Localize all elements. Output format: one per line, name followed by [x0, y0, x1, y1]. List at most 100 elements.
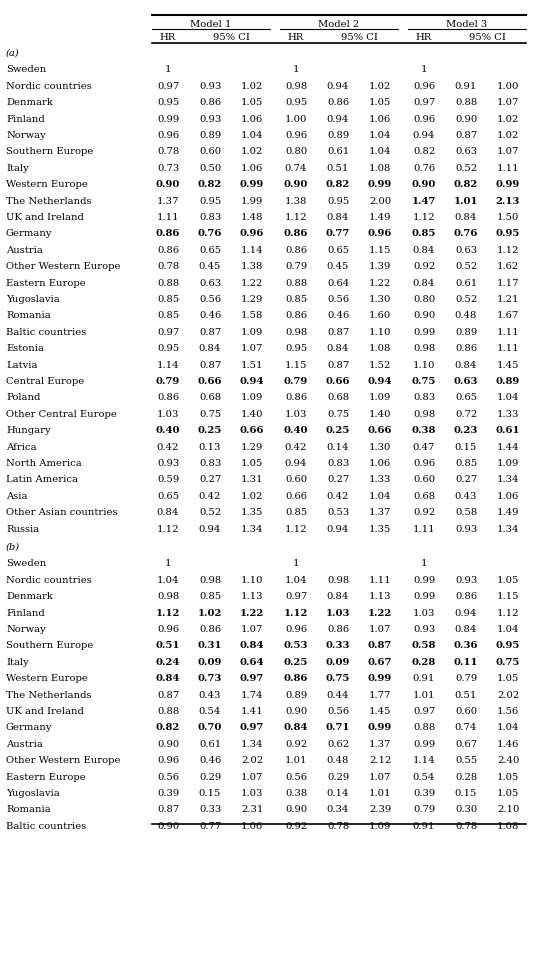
Text: 1.04: 1.04	[368, 491, 391, 501]
Text: 0.88: 0.88	[157, 278, 179, 288]
Text: 0.98: 0.98	[285, 328, 307, 337]
Text: 0.24: 0.24	[156, 658, 180, 667]
Text: 0.83: 0.83	[413, 393, 435, 403]
Text: Eastern Europe: Eastern Europe	[6, 278, 86, 288]
Text: 1.07: 1.07	[241, 344, 263, 353]
Text: 1.02: 1.02	[497, 131, 519, 140]
Text: 0.52: 0.52	[455, 262, 477, 271]
Text: 0.63: 0.63	[199, 278, 221, 288]
Text: 0.42: 0.42	[327, 491, 349, 501]
Text: 0.99: 0.99	[413, 576, 435, 585]
Text: Central Europe: Central Europe	[6, 377, 84, 386]
Text: 1.41: 1.41	[241, 707, 263, 716]
Text: 0.76: 0.76	[198, 230, 222, 238]
Text: 0.82: 0.82	[198, 180, 222, 189]
Text: 1.22: 1.22	[368, 608, 392, 618]
Text: 1.29: 1.29	[241, 295, 263, 304]
Text: 0.84: 0.84	[327, 344, 349, 353]
Text: 1.51: 1.51	[241, 361, 263, 370]
Text: 1.34: 1.34	[497, 524, 519, 533]
Text: Model 3: Model 3	[447, 20, 488, 29]
Text: Latvia: Latvia	[6, 361, 37, 370]
Text: 0.15: 0.15	[455, 789, 477, 798]
Text: 1.14: 1.14	[157, 361, 179, 370]
Text: 0.52: 0.52	[455, 295, 477, 304]
Text: 0.94: 0.94	[413, 131, 435, 140]
Text: 1.29: 1.29	[241, 443, 263, 451]
Text: 1.01: 1.01	[285, 756, 307, 765]
Text: 0.87: 0.87	[157, 806, 179, 814]
Text: 0.84: 0.84	[199, 344, 221, 353]
Text: 1.15: 1.15	[285, 361, 307, 370]
Text: 0.84: 0.84	[327, 593, 349, 601]
Text: 1.02: 1.02	[241, 82, 263, 90]
Text: (a): (a)	[6, 49, 20, 58]
Text: 0.13: 0.13	[199, 443, 221, 451]
Text: 1.08: 1.08	[369, 344, 391, 353]
Text: 0.86: 0.86	[455, 593, 477, 601]
Text: 0.09: 0.09	[198, 658, 222, 667]
Text: 1: 1	[165, 65, 171, 74]
Text: 1.02: 1.02	[241, 491, 263, 501]
Text: 1: 1	[293, 559, 299, 568]
Text: 1.46: 1.46	[497, 739, 519, 749]
Text: 1.04: 1.04	[497, 723, 519, 733]
Text: 0.94: 0.94	[327, 82, 349, 90]
Text: 1: 1	[421, 559, 427, 568]
Text: 0.86: 0.86	[199, 98, 221, 107]
Text: 1.67: 1.67	[497, 311, 519, 320]
Text: 1.77: 1.77	[369, 691, 391, 700]
Text: 0.45: 0.45	[327, 262, 349, 271]
Text: 0.67: 0.67	[455, 739, 477, 749]
Text: 1.12: 1.12	[285, 213, 307, 222]
Text: 0.99: 0.99	[368, 180, 392, 189]
Text: HR: HR	[416, 33, 432, 42]
Text: 0.48: 0.48	[327, 756, 349, 765]
Text: 1.06: 1.06	[241, 163, 263, 173]
Text: 0.54: 0.54	[413, 773, 435, 781]
Text: 0.28: 0.28	[455, 773, 477, 781]
Text: 0.76: 0.76	[413, 163, 435, 173]
Text: 0.45: 0.45	[199, 262, 221, 271]
Text: 0.89: 0.89	[199, 131, 221, 140]
Text: 0.42: 0.42	[285, 443, 307, 451]
Text: 0.46: 0.46	[199, 756, 221, 765]
Text: 1.58: 1.58	[241, 311, 263, 320]
Text: 2.02: 2.02	[241, 756, 263, 765]
Text: 0.82: 0.82	[326, 180, 350, 189]
Text: 0.88: 0.88	[285, 278, 307, 288]
Text: 0.97: 0.97	[157, 82, 179, 90]
Text: 1.49: 1.49	[497, 508, 519, 518]
Text: 0.79: 0.79	[413, 806, 435, 814]
Text: 0.75: 0.75	[327, 410, 349, 418]
Text: 0.89: 0.89	[455, 328, 477, 337]
Text: 0.86: 0.86	[199, 625, 221, 634]
Text: 0.64: 0.64	[327, 278, 349, 288]
Text: 0.79: 0.79	[284, 377, 308, 386]
Text: 1: 1	[293, 65, 299, 74]
Text: 0.25: 0.25	[198, 426, 222, 435]
Text: Austria: Austria	[6, 246, 43, 255]
Text: 0.64: 0.64	[240, 658, 264, 667]
Text: 1.06: 1.06	[241, 115, 263, 124]
Text: 1.35: 1.35	[241, 508, 263, 518]
Text: 0.95: 0.95	[199, 197, 221, 205]
Text: 0.85: 0.85	[285, 295, 307, 304]
Text: 0.51: 0.51	[455, 691, 477, 700]
Text: 0.84: 0.84	[455, 625, 477, 634]
Text: 2.31: 2.31	[241, 806, 263, 814]
Text: 0.31: 0.31	[198, 641, 222, 650]
Text: 0.96: 0.96	[368, 230, 392, 238]
Text: Hungary: Hungary	[6, 426, 51, 435]
Text: 0.98: 0.98	[285, 82, 307, 90]
Text: 0.27: 0.27	[327, 476, 349, 485]
Text: Other Western Europe: Other Western Europe	[6, 756, 120, 765]
Text: 0.65: 0.65	[455, 393, 477, 403]
Text: 0.86: 0.86	[284, 674, 308, 683]
Text: 1.13: 1.13	[368, 593, 391, 601]
Text: 0.89: 0.89	[327, 131, 349, 140]
Text: 0.51: 0.51	[327, 163, 349, 173]
Text: 1.40: 1.40	[368, 410, 391, 418]
Text: 0.91: 0.91	[455, 82, 477, 90]
Text: 1.15: 1.15	[368, 246, 391, 255]
